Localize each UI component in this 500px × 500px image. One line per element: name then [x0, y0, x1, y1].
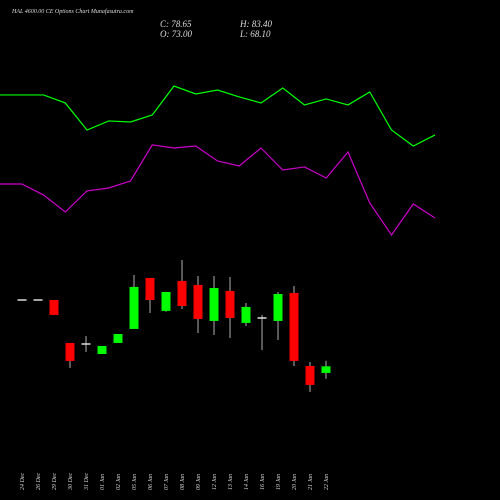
x-tick-label: 08 Jan [180, 474, 186, 490]
candle-body [161, 292, 171, 311]
candle-body [17, 299, 27, 301]
x-tick-label: 19 Jan [276, 474, 282, 490]
x-tick-label: 02 Jan [116, 474, 122, 490]
x-tick-label: 05 Jan [132, 474, 138, 490]
indicator-line [0, 85, 436, 147]
x-tick-label: 07 Jan [164, 474, 170, 490]
candle-body [65, 342, 75, 361]
x-tick-label: 24 Dec [19, 473, 26, 490]
candle-body [257, 317, 267, 319]
candle-body [177, 280, 187, 306]
x-tick-label: 06 Jan [148, 474, 154, 490]
candle-body [97, 346, 107, 354]
x-tick-label: 13 Jan [228, 474, 234, 490]
candle-body [49, 300, 59, 315]
chart-title: HAL 4600.00 CE Options Chart Munafasutra… [11, 8, 134, 15]
x-tick-label: 26 Dec [36, 473, 42, 490]
open-label: O: 73.00 [160, 29, 192, 39]
candle-body [129, 286, 139, 329]
candle-body [273, 294, 283, 321]
candle-body [241, 306, 251, 323]
candle-body [305, 366, 315, 385]
x-tick-label: 29 Dec [52, 473, 58, 490]
x-tick-label: 16 Jan [260, 474, 266, 490]
indicator-line [0, 144, 436, 236]
close-label: C: 78.65 [160, 19, 192, 29]
candle-body [113, 334, 123, 343]
candle-body [81, 343, 91, 345]
candle-body [193, 284, 203, 319]
candle-body [321, 366, 331, 373]
x-tick-label: 30 Dec [68, 473, 74, 491]
candle-body [289, 292, 299, 361]
candle-body [145, 278, 155, 300]
x-tick-label: 09 Jan [196, 474, 202, 490]
x-tick-label: 20 Jan [292, 474, 298, 490]
x-tick-label: 22 Jan [324, 474, 330, 490]
high-label: H: 83.40 [239, 19, 272, 29]
low-label: L: 68.10 [239, 29, 271, 39]
x-tick-label: 12 Jan [212, 474, 218, 490]
candle-body [33, 299, 43, 301]
x-tick-label: 31 Dec [84, 473, 90, 491]
x-tick-label: 21 Jan [308, 474, 314, 490]
x-tick-label: 14 Jan [243, 474, 250, 490]
x-tick-label: 01 Jan [100, 474, 106, 490]
candle-body [225, 290, 235, 318]
candle-body [209, 288, 219, 321]
